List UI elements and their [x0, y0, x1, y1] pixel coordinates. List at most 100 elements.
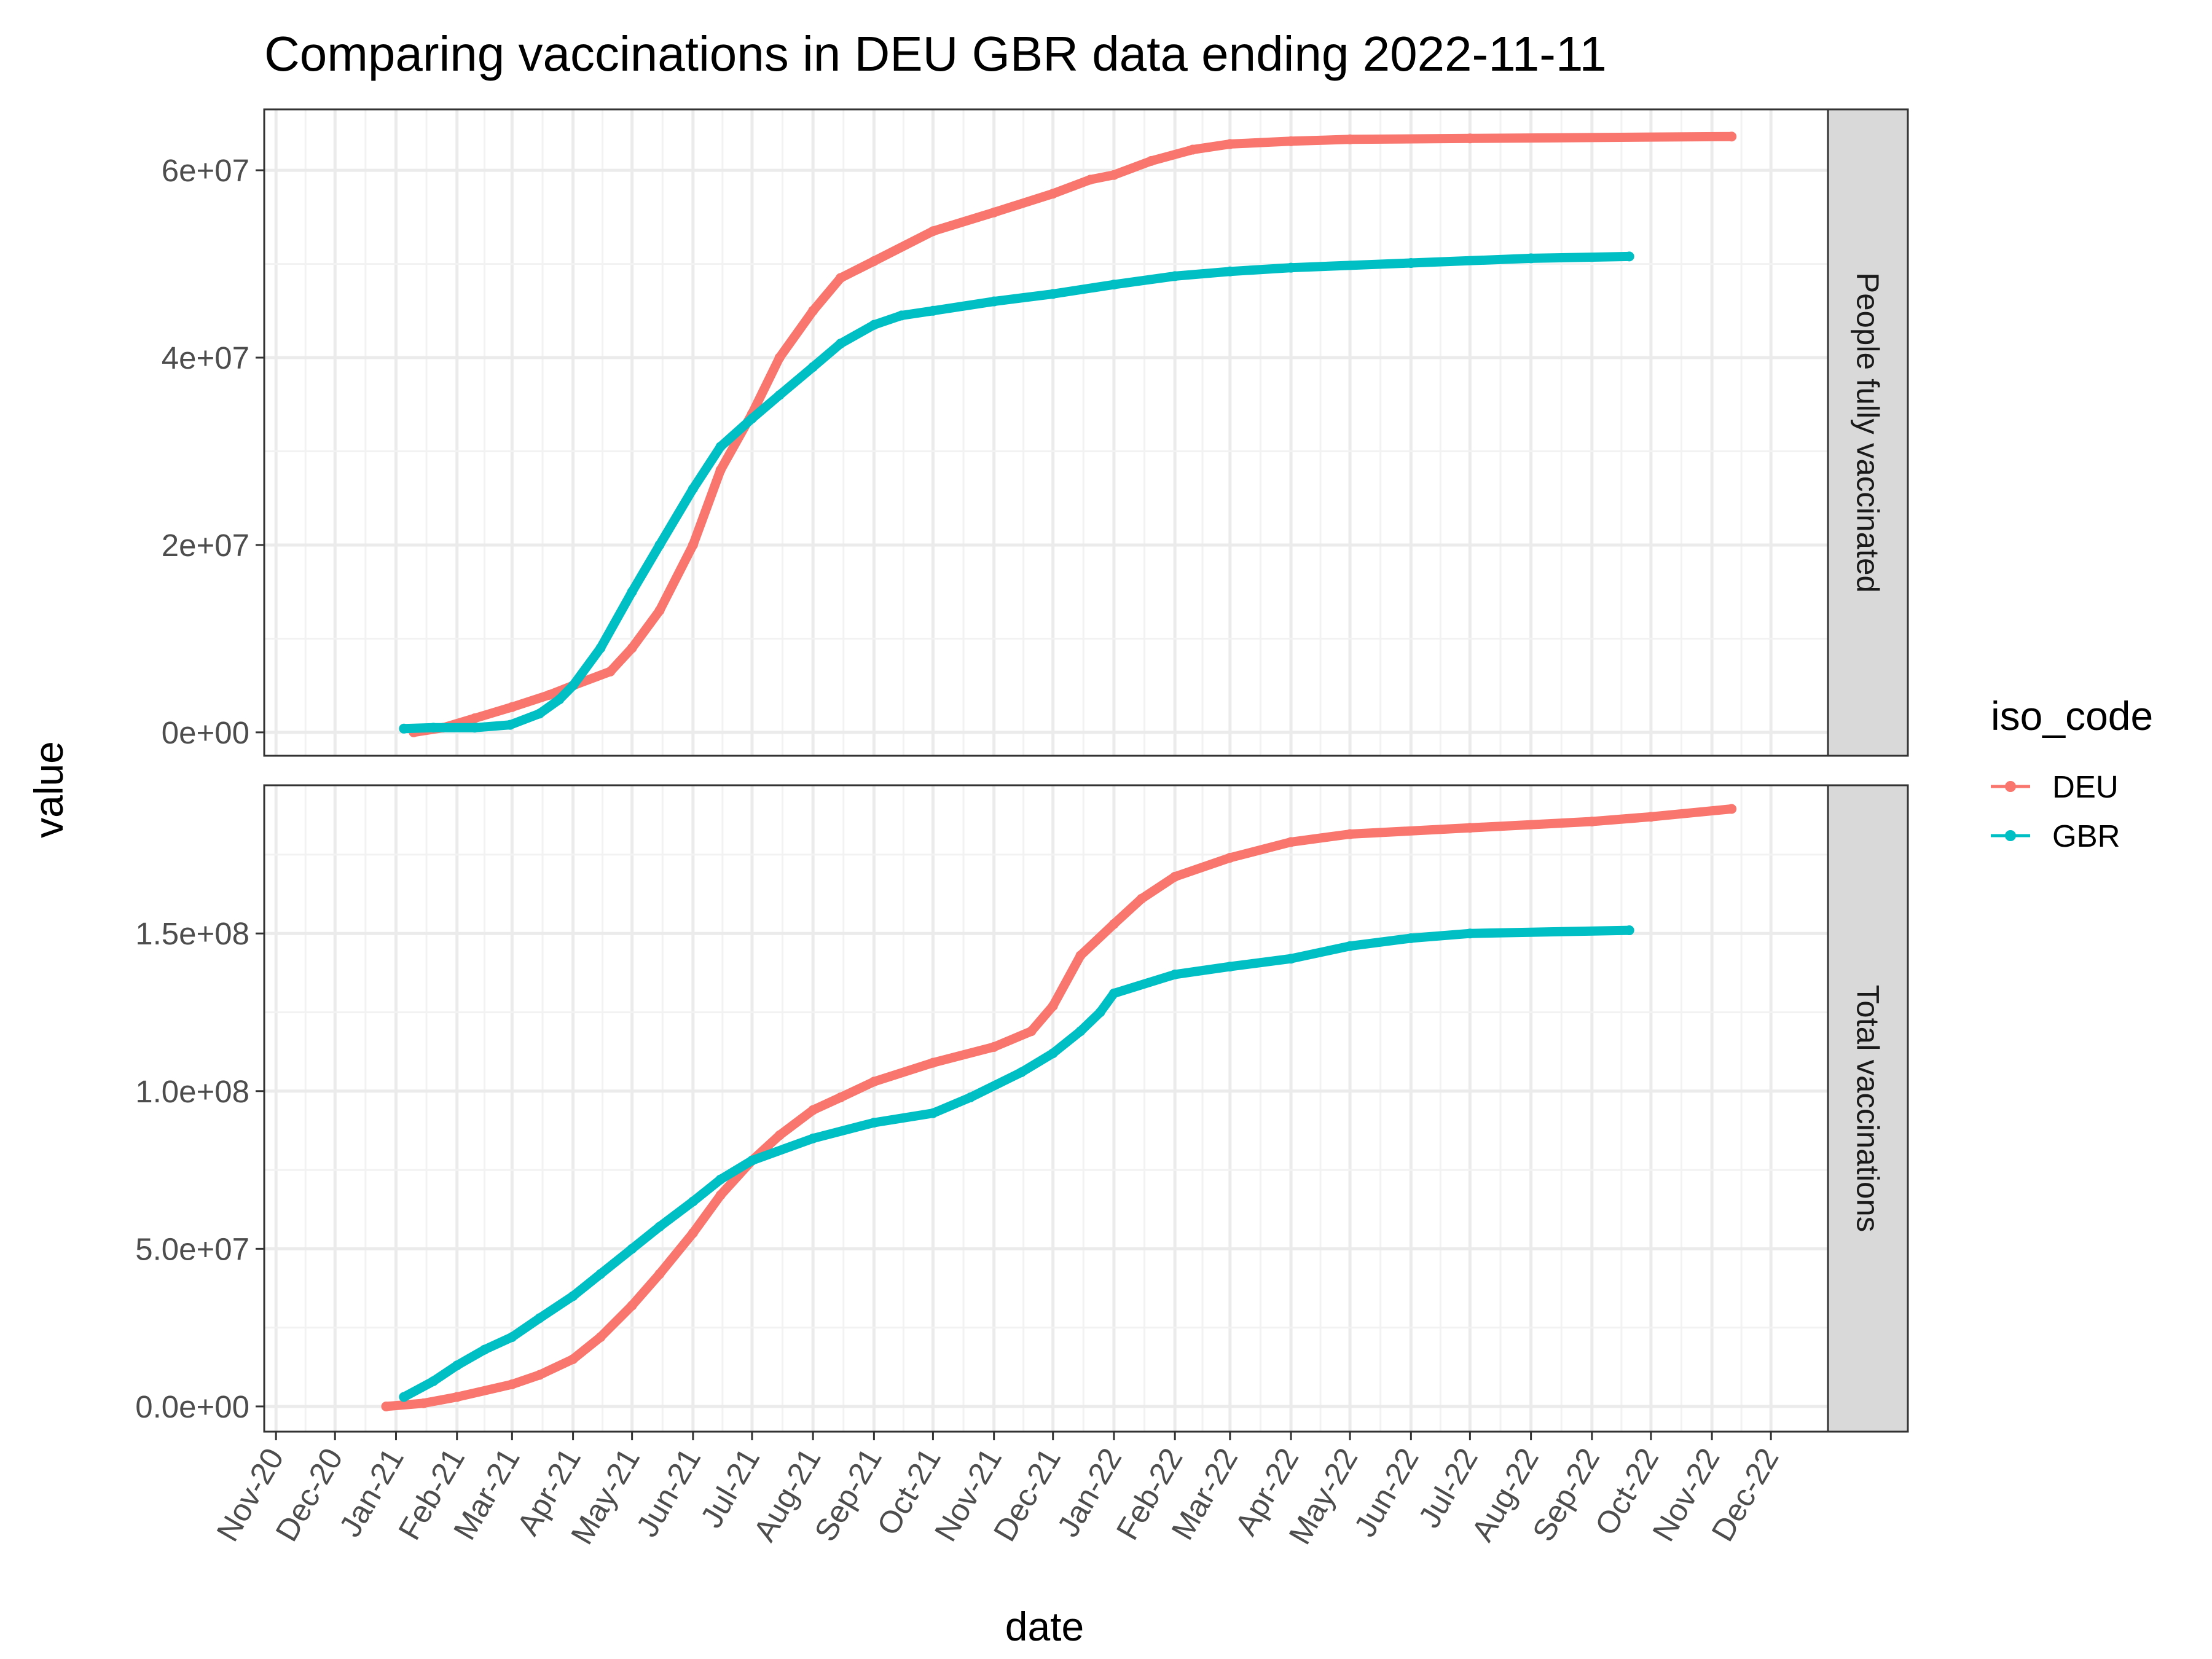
series-path: [399, 251, 1634, 734]
data-point-deu: [1225, 853, 1235, 863]
data-point-deu: [1187, 144, 1198, 155]
data-point-gbr: [1075, 1026, 1086, 1037]
data-point-gbr: [688, 484, 698, 494]
data-point-gbr: [715, 441, 726, 452]
data-point-deu: [627, 1300, 637, 1311]
data-point-deu: [1146, 155, 1156, 166]
data-point-deu: [1286, 837, 1296, 847]
data-point-deu: [808, 1105, 818, 1115]
data-point-gbr: [928, 305, 938, 316]
series-gbr-line: [399, 251, 1634, 734]
data-point-gbr: [869, 320, 879, 330]
data-point-gbr: [535, 1313, 545, 1324]
data-point-gbr: [505, 720, 516, 730]
data-point-deu: [1048, 1001, 1058, 1011]
data-point-gbr: [428, 723, 439, 733]
data-point-gbr: [595, 1269, 606, 1279]
data-point-deu: [595, 1332, 606, 1343]
data-point-gbr: [479, 1344, 490, 1355]
data-point-deu: [989, 1041, 999, 1052]
data-point-gbr: [568, 680, 578, 691]
data-point-gbr: [568, 1291, 578, 1301]
data-point-gbr: [808, 1133, 818, 1143]
series-deu-line: [381, 804, 1737, 1411]
data-point-deu: [452, 1392, 462, 1402]
chart-title: Comparing vaccinations in DEU GBR data e…: [264, 26, 1607, 81]
data-point-gbr: [399, 1392, 409, 1402]
legend-title: iso_code: [1991, 693, 2153, 739]
data-point-gbr: [747, 1155, 757, 1166]
data-point-deu: [774, 353, 785, 363]
y-tick-label: 0.0e+00: [135, 1389, 249, 1424]
data-point-gbr: [1406, 933, 1416, 943]
data-point-gbr: [835, 339, 845, 349]
data-point-deu: [1727, 131, 1737, 142]
data-point-gbr: [469, 723, 480, 733]
data-point-deu: [869, 1077, 879, 1087]
data-point-gbr: [627, 1244, 637, 1254]
y-tick-label: 6e+07: [162, 153, 249, 188]
data-point-gbr: [654, 1222, 665, 1232]
facet-strip-label: People fully vaccinated: [1851, 272, 1886, 593]
data-point-deu: [688, 1228, 698, 1238]
data-point-deu: [928, 226, 938, 237]
data-point-deu: [1085, 175, 1096, 185]
data-point-gbr: [715, 1174, 726, 1185]
panels-layer: 0e+00 2e+07 4e+07 6e+07 People fully vaccina…: [135, 108, 1909, 1550]
facet-strip: [1827, 784, 1909, 1433]
data-point-gbr: [1016, 1067, 1027, 1077]
data-point-deu: [627, 643, 637, 653]
data-point-gbr: [1624, 925, 1634, 936]
series-path: [409, 131, 1736, 737]
data-point-gbr: [928, 1108, 938, 1118]
x-axis-title: date: [1005, 1604, 1084, 1649]
data-point-gbr: [774, 390, 785, 401]
data-point-gbr: [989, 296, 999, 307]
data-point-deu: [605, 666, 616, 677]
data-point-deu: [774, 1130, 785, 1140]
y-tick-label: 1.0e+08: [135, 1074, 249, 1109]
facet-strip-label: Total vaccinations: [1851, 985, 1886, 1233]
data-point-gbr: [1225, 962, 1235, 972]
data-point-gbr: [535, 708, 545, 719]
data-point-deu: [808, 305, 818, 316]
data-point-gbr: [1048, 1048, 1058, 1059]
series-gbr-line: [399, 925, 1634, 1402]
y-tick-label: 1.5e+08: [135, 916, 249, 951]
data-point-gbr: [1406, 258, 1416, 269]
data-point-deu: [1286, 136, 1296, 146]
data-point-gbr: [595, 643, 606, 653]
data-point-gbr: [1048, 289, 1058, 299]
data-point-gbr: [1170, 969, 1180, 979]
data-point-deu: [568, 1354, 578, 1364]
data-point-gbr: [1108, 988, 1119, 998]
data-point-gbr: [747, 414, 757, 424]
data-point-gbr: [1286, 262, 1296, 273]
data-point-deu: [507, 702, 517, 712]
y-tick-label: 4e+07: [162, 340, 249, 375]
data-point-deu: [869, 256, 879, 266]
data-point-deu: [535, 1370, 545, 1380]
data-point-gbr: [654, 539, 665, 550]
data-point-gbr: [1526, 253, 1536, 264]
data-point-gbr: [1095, 1007, 1105, 1018]
data-point-gbr: [869, 1118, 879, 1128]
legend-key-point: [2005, 781, 2016, 792]
data-point-deu: [1108, 919, 1119, 929]
data-point-deu: [1465, 133, 1475, 144]
data-point-deu: [418, 1398, 429, 1408]
data-point-deu: [1465, 823, 1475, 833]
data-point-gbr: [1286, 954, 1296, 964]
data-point-deu: [835, 1092, 845, 1103]
data-point-deu: [1048, 189, 1058, 199]
data-point-deu: [1345, 134, 1355, 144]
data-point-deu: [835, 273, 845, 283]
data-point-gbr: [1465, 928, 1475, 939]
legend: iso_code DEU GBR: [1991, 693, 2153, 853]
legend-entry-deu: DEU: [1991, 769, 2119, 804]
data-point-deu: [654, 605, 665, 616]
data-point-deu: [715, 465, 726, 475]
legend-key-point: [2005, 830, 2016, 841]
data-point-gbr: [452, 1360, 462, 1371]
data-point-deu: [715, 1190, 726, 1201]
